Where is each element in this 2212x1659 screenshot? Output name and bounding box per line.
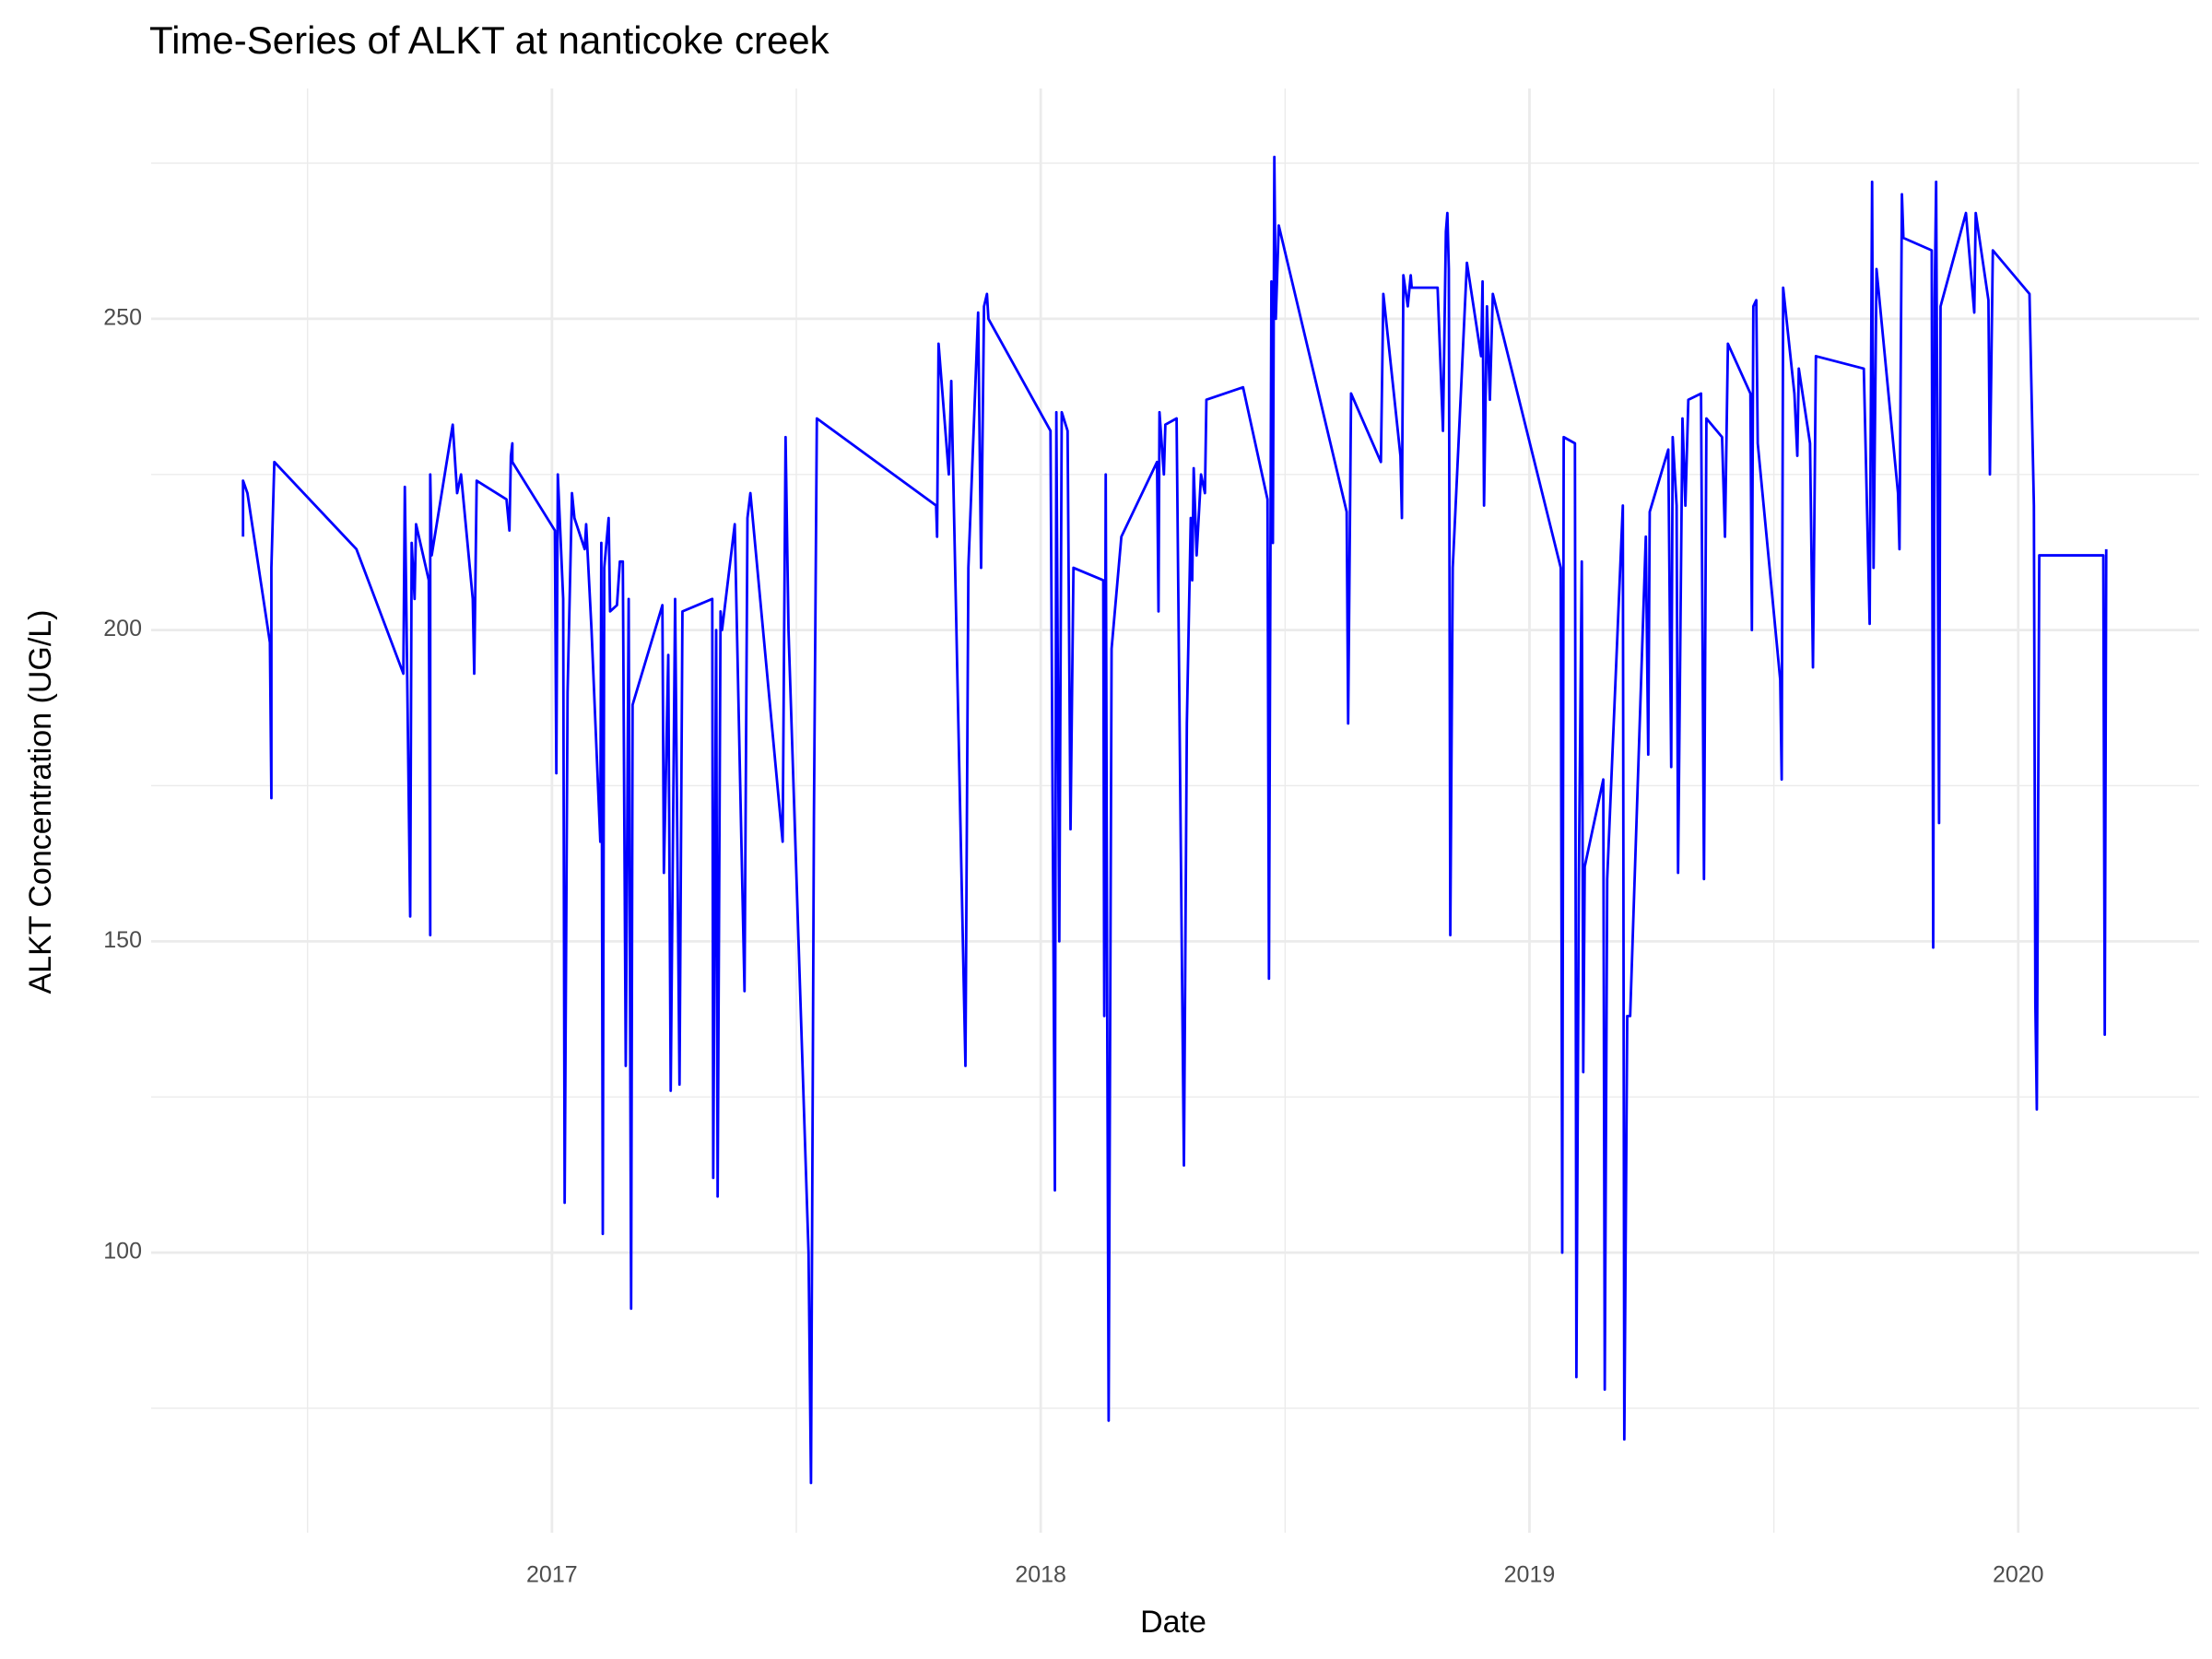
plot-area <box>241 155 2108 1485</box>
grid <box>151 88 2199 1533</box>
x-axis-title: Date <box>1140 1605 1206 1640</box>
y-tick-label: 200 <box>103 616 142 641</box>
x-tick-label: 2017 <box>526 1562 578 1588</box>
data-line <box>241 155 2108 1485</box>
x-tick-label: 2018 <box>1015 1562 1066 1588</box>
y-tick-label: 150 <box>103 927 142 953</box>
y-axis-title: ALKT Concentration (UG/L) <box>23 610 58 994</box>
y-tick-label: 250 <box>103 305 142 331</box>
x-tick-label: 2019 <box>1504 1562 1556 1588</box>
y-tick-label: 100 <box>103 1239 142 1265</box>
chart-title: Time-Series of ALKT at nanticoke creek <box>149 18 830 62</box>
x-tick-label: 2020 <box>1993 1562 2044 1588</box>
